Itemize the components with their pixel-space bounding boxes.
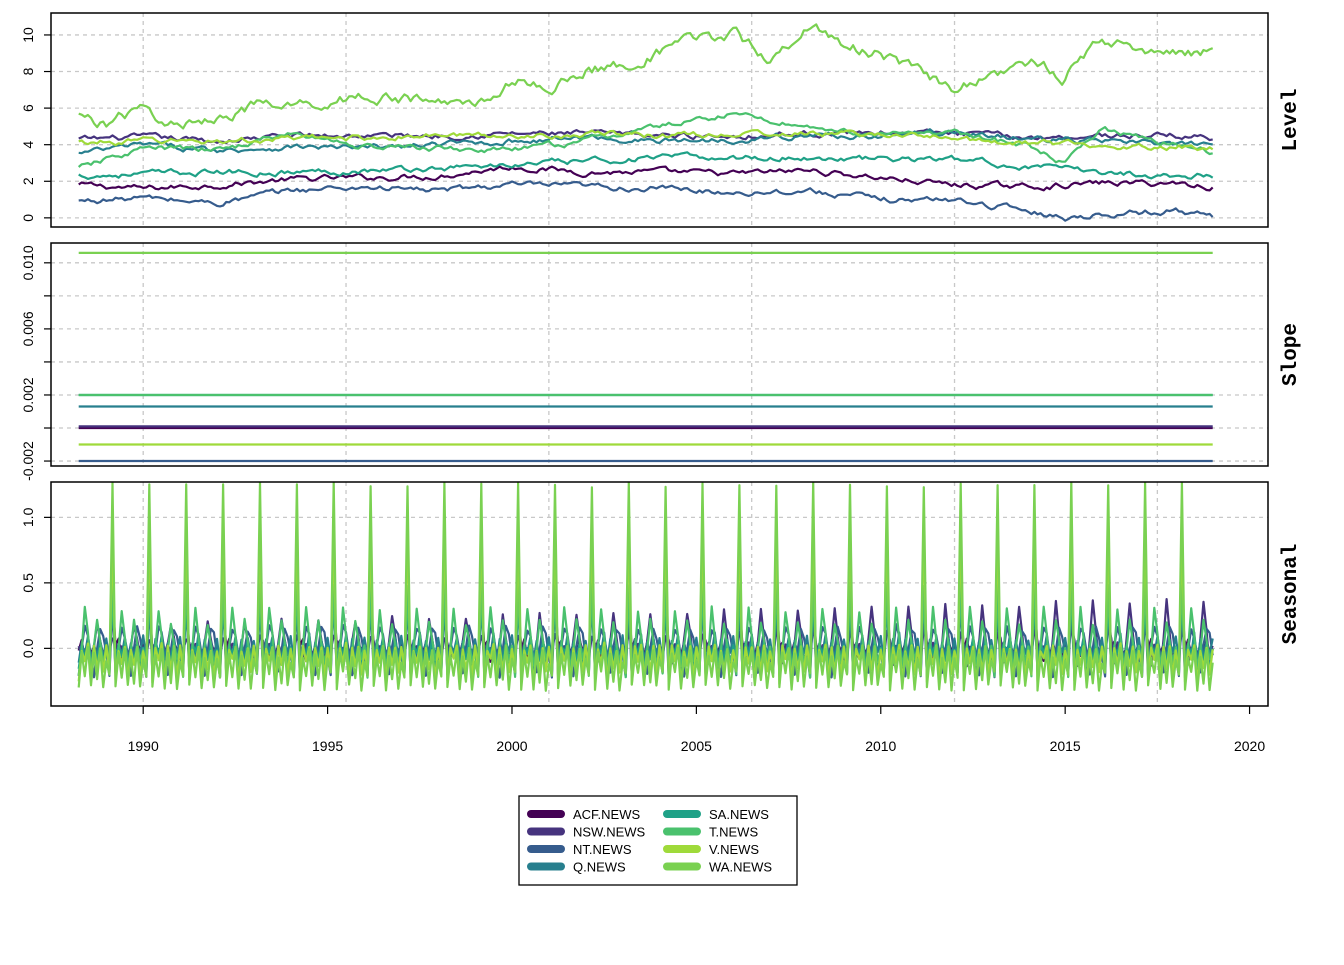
y-tick-label: 0	[20, 214, 36, 222]
x-tick-label: 2010	[865, 738, 896, 754]
y-tick-label: 6	[20, 104, 36, 112]
y-tick-label: 10	[20, 27, 36, 43]
series-line-wa-news	[77, 482, 1214, 692]
legend-label: T.NEWS	[709, 825, 758, 840]
y-tick-label: 0.002	[20, 377, 36, 412]
y-tick-label: 0.010	[20, 245, 36, 280]
y-tick-label: 4	[20, 141, 36, 149]
series-line-nt-news	[78, 180, 1214, 222]
legend-box	[518, 795, 798, 886]
legend-label: Q.NEWS	[573, 860, 626, 875]
legend-label: NSW.NEWS	[573, 825, 646, 840]
x-tick-label: 2005	[681, 738, 712, 754]
panel-frame	[50, 12, 1269, 228]
grid-lines	[51, 13, 1268, 227]
y-tick-label: 0.006	[20, 311, 36, 346]
y-axis: 0 2 4 6 8 10	[20, 27, 51, 222]
series-line-v-news	[78, 129, 1214, 152]
x-tick-label: 1990	[128, 738, 159, 754]
series-group	[78, 251, 1213, 463]
panel-label: Level	[1280, 88, 1303, 151]
y-tick-label: 1.0	[20, 507, 36, 527]
y-tick-label: 8	[20, 67, 36, 75]
legend-label: SA.NEWS	[709, 807, 769, 822]
panel-level: 0 2 4 6 8 10 Level	[20, 12, 1303, 228]
legend-label: NT.NEWS	[573, 842, 632, 857]
series-line-wa-news	[78, 23, 1214, 130]
legend-label: ACF.NEWS	[573, 807, 641, 822]
panel-slope: -0.002 0.002 0.006 0.010 Slope	[20, 242, 1303, 481]
x-tick-label: 1995	[312, 738, 343, 754]
series-line-acf-news	[78, 165, 1214, 192]
x-tick-label: 2015	[1050, 738, 1081, 754]
x-tick-label: 2000	[496, 738, 527, 754]
y-tick-label: 0.0	[20, 638, 36, 658]
grid-lines	[51, 243, 1268, 466]
x-axis: 1990 1995 2000 2005 2010 2015 2020	[128, 705, 1265, 754]
x-tick-label: 2020	[1234, 738, 1265, 754]
panel-label: Slope	[1280, 323, 1303, 386]
legend: ACF.NEWS NSW.NEWS NT.NEWS Q.NEWS SA.NEWS T.NE…	[518, 795, 798, 886]
series-group	[77, 482, 1214, 692]
panel-seasonal: 0.0 0.5 1.0 Seasonal	[20, 481, 1303, 707]
series-line-sa-news	[78, 151, 1214, 180]
legend-label: WA.NEWS	[709, 860, 772, 875]
panel-frame	[50, 242, 1269, 467]
y-tick-label: -0.002	[20, 441, 36, 481]
y-axis: -0.002 0.002 0.006 0.010	[20, 245, 51, 481]
y-tick-label: 0.5	[20, 573, 36, 593]
y-axis: 0.0 0.5 1.0	[20, 507, 51, 658]
y-tick-label: 2	[20, 177, 36, 185]
panel-label: Seasonal	[1280, 544, 1303, 645]
legend-label: V.NEWS	[709, 842, 759, 857]
series-group	[77, 23, 1214, 222]
series-line-q-news	[78, 128, 1213, 155]
